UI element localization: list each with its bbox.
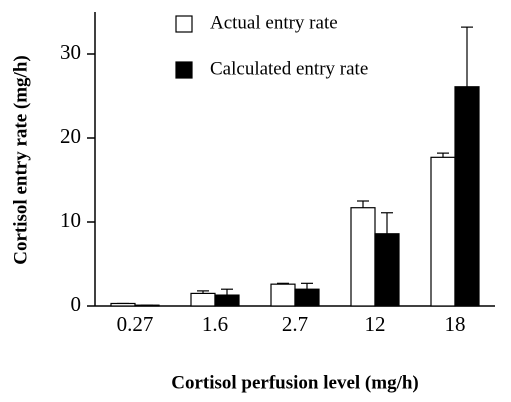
bar [214, 294, 240, 307]
bar [374, 233, 400, 307]
bar [350, 207, 376, 307]
y-tick-label: 10 [60, 208, 81, 232]
x-tick-label: 18 [445, 312, 466, 336]
y-axis-title: Cortisol entry rate (mg/h) [10, 55, 31, 264]
legend-label: Actual entry rate [210, 12, 338, 33]
legend-swatch [175, 15, 193, 33]
x-tick-label: 0.27 [117, 312, 154, 336]
bar [134, 304, 160, 307]
x-tick-label: 1.6 [202, 312, 228, 336]
y-tick-label: 30 [60, 40, 81, 64]
y-tick-label: 20 [60, 124, 81, 148]
legend-swatch [175, 61, 193, 79]
x-axis-title: Cortisol perfusion level (mg/h) [171, 372, 419, 393]
x-tick-label: 2.7 [282, 312, 308, 336]
bar [430, 156, 456, 307]
bar [270, 283, 296, 307]
bar [454, 86, 480, 307]
bar [294, 288, 320, 307]
y-tick-label: 0 [71, 292, 82, 316]
bar [190, 292, 216, 307]
x-tick-label: 12 [365, 312, 386, 336]
legend-label: Calculated entry rate [210, 58, 368, 79]
bar [110, 302, 136, 307]
